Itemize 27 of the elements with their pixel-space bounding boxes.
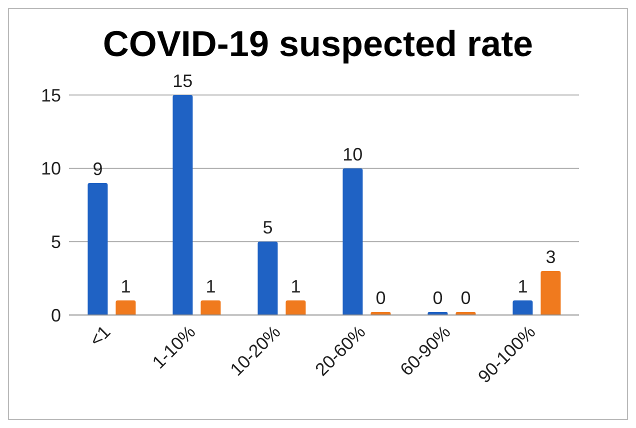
data-label: 5 (262, 218, 273, 238)
data-label: 1 (518, 276, 528, 296)
data-label: 10 (342, 144, 363, 164)
bar (88, 183, 108, 315)
y-tick-label: 15 (40, 85, 61, 106)
bar (200, 300, 221, 315)
data-label: 1 (120, 276, 131, 296)
bar (286, 300, 306, 315)
y-tick-label: 10 (40, 158, 61, 179)
data-label: 9 (92, 159, 103, 179)
data-label: 1 (206, 276, 216, 296)
data-label: 1 (290, 276, 301, 296)
y-tick-label: 0 (50, 305, 61, 326)
y-tick-label: 5 (50, 232, 61, 252)
chart-title: COVID-19 suspected rate (102, 23, 534, 65)
data-label: 0 (432, 288, 443, 308)
data-label: 3 (546, 247, 556, 267)
bar (342, 168, 363, 315)
bar (512, 300, 533, 315)
bar (172, 95, 193, 315)
data-label: 15 (172, 71, 193, 91)
data-label: 0 (460, 288, 471, 308)
bar (116, 300, 136, 315)
data-label: 0 (376, 288, 386, 308)
x-tick-label: <1 (86, 322, 114, 350)
bar (258, 242, 278, 315)
bar (540, 271, 561, 315)
